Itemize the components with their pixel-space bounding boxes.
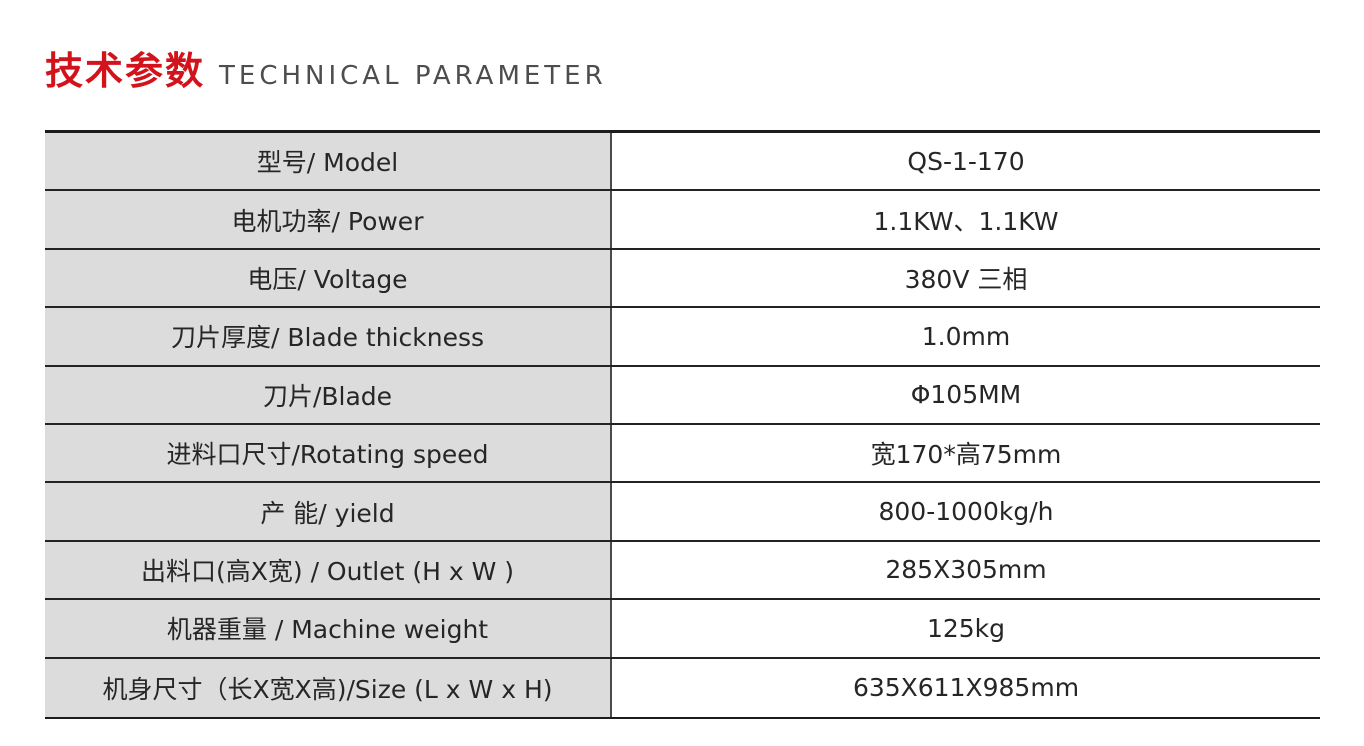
param-label: 机身尺寸（长X宽X高)/Size (L x W x H) bbox=[102, 674, 553, 704]
param-value-cell: 635X611X985mm bbox=[612, 658, 1320, 717]
page-title: 技术参数 TECHNICAL PARAMETER bbox=[45, 52, 607, 90]
table-row: 刀片/Blade Φ105MM bbox=[45, 366, 1320, 425]
param-label-cell: 刀片/Blade bbox=[45, 366, 612, 423]
param-value: 800-1000kg/h bbox=[878, 497, 1054, 527]
param-value-cell: 380V 三相 bbox=[612, 249, 1320, 307]
table-row: 电机功率/ Power 1.1KW、1.1KW bbox=[45, 191, 1320, 250]
param-value-cell: 125kg bbox=[612, 600, 1320, 657]
param-value: QS-1-170 bbox=[907, 146, 1025, 176]
param-value-cell: QS-1-170 bbox=[612, 133, 1320, 190]
param-label: 产 能/ yield bbox=[260, 498, 395, 528]
param-value-cell: 285X305mm bbox=[612, 541, 1320, 599]
param-label-cell: 出料口(高X宽) / Outlet (H x W ) bbox=[45, 541, 612, 599]
param-label-cell: 进料口尺寸/Rotating speed bbox=[45, 424, 612, 482]
param-value: Φ105MM bbox=[910, 380, 1022, 410]
param-label-cell: 电压/ Voltage bbox=[45, 249, 612, 307]
param-value: 1.1KW、1.1KW bbox=[873, 206, 1059, 236]
table-row: 出料口(高X宽) / Outlet (H x W ) 285X305mm bbox=[45, 541, 1320, 601]
param-label-cell: 型号/ Model bbox=[45, 133, 612, 190]
param-value: 125kg bbox=[926, 613, 1006, 643]
param-value-cell: 1.0mm bbox=[612, 308, 1320, 365]
param-label: 电压/ Voltage bbox=[247, 264, 408, 294]
title-chinese: 技术参数 bbox=[45, 49, 206, 93]
param-label: 出料口(高X宽) / Outlet (H x W ) bbox=[140, 556, 514, 586]
param-label: 型号/ Model bbox=[256, 148, 399, 178]
param-value: 380V 三相 bbox=[904, 264, 1028, 294]
param-label-cell: 机身尺寸（长X宽X高)/Size (L x W x H) bbox=[45, 658, 612, 717]
param-label-cell: 电机功率/ Power bbox=[45, 191, 612, 248]
param-label-cell: 产 能/ yield bbox=[45, 483, 612, 540]
param-label: 刀片/Blade bbox=[262, 381, 393, 411]
param-label: 进料口尺寸/Rotating speed bbox=[166, 440, 489, 470]
param-value: 1.0mm bbox=[921, 321, 1011, 351]
table-row: 机身尺寸（长X宽X高)/Size (L x W x H) 635X611X985… bbox=[45, 658, 1320, 717]
table-row: 电压/ Voltage 380V 三相 bbox=[45, 249, 1320, 309]
parameter-table: 型号/ Model QS-1-170 电机功率/ Power 1.1KW、1.1… bbox=[45, 130, 1320, 719]
table-row: 型号/ Model QS-1-170 bbox=[45, 133, 1320, 192]
param-value-cell: Φ105MM bbox=[612, 366, 1320, 423]
table-row: 机器重量 / Machine weight 125kg bbox=[45, 600, 1320, 659]
param-value-cell: 800-1000kg/h bbox=[612, 483, 1320, 540]
param-label-cell: 刀片厚度/ Blade thickness bbox=[45, 308, 612, 365]
param-label: 电机功率/ Power bbox=[231, 206, 424, 236]
table-row: 刀片厚度/ Blade thickness 1.0mm bbox=[45, 308, 1320, 367]
param-label-cell: 机器重量 / Machine weight bbox=[45, 600, 612, 657]
param-value-cell: 1.1KW、1.1KW bbox=[612, 191, 1320, 248]
table-row: 进料口尺寸/Rotating speed 宽170*高75mm bbox=[45, 424, 1320, 484]
param-value: 285X305mm bbox=[885, 555, 1047, 585]
param-value: 635X611X985mm bbox=[852, 673, 1080, 703]
param-label: 机器重量 / Machine weight bbox=[166, 615, 489, 645]
param-value-cell: 宽170*高75mm bbox=[612, 424, 1320, 482]
title-english: TECHNICAL PARAMETER bbox=[219, 61, 607, 91]
param-label: 刀片厚度/ Blade thickness bbox=[170, 323, 485, 353]
param-value: 宽170*高75mm bbox=[870, 440, 1062, 470]
table-row: 产 能/ yield 800-1000kg/h bbox=[45, 483, 1320, 542]
